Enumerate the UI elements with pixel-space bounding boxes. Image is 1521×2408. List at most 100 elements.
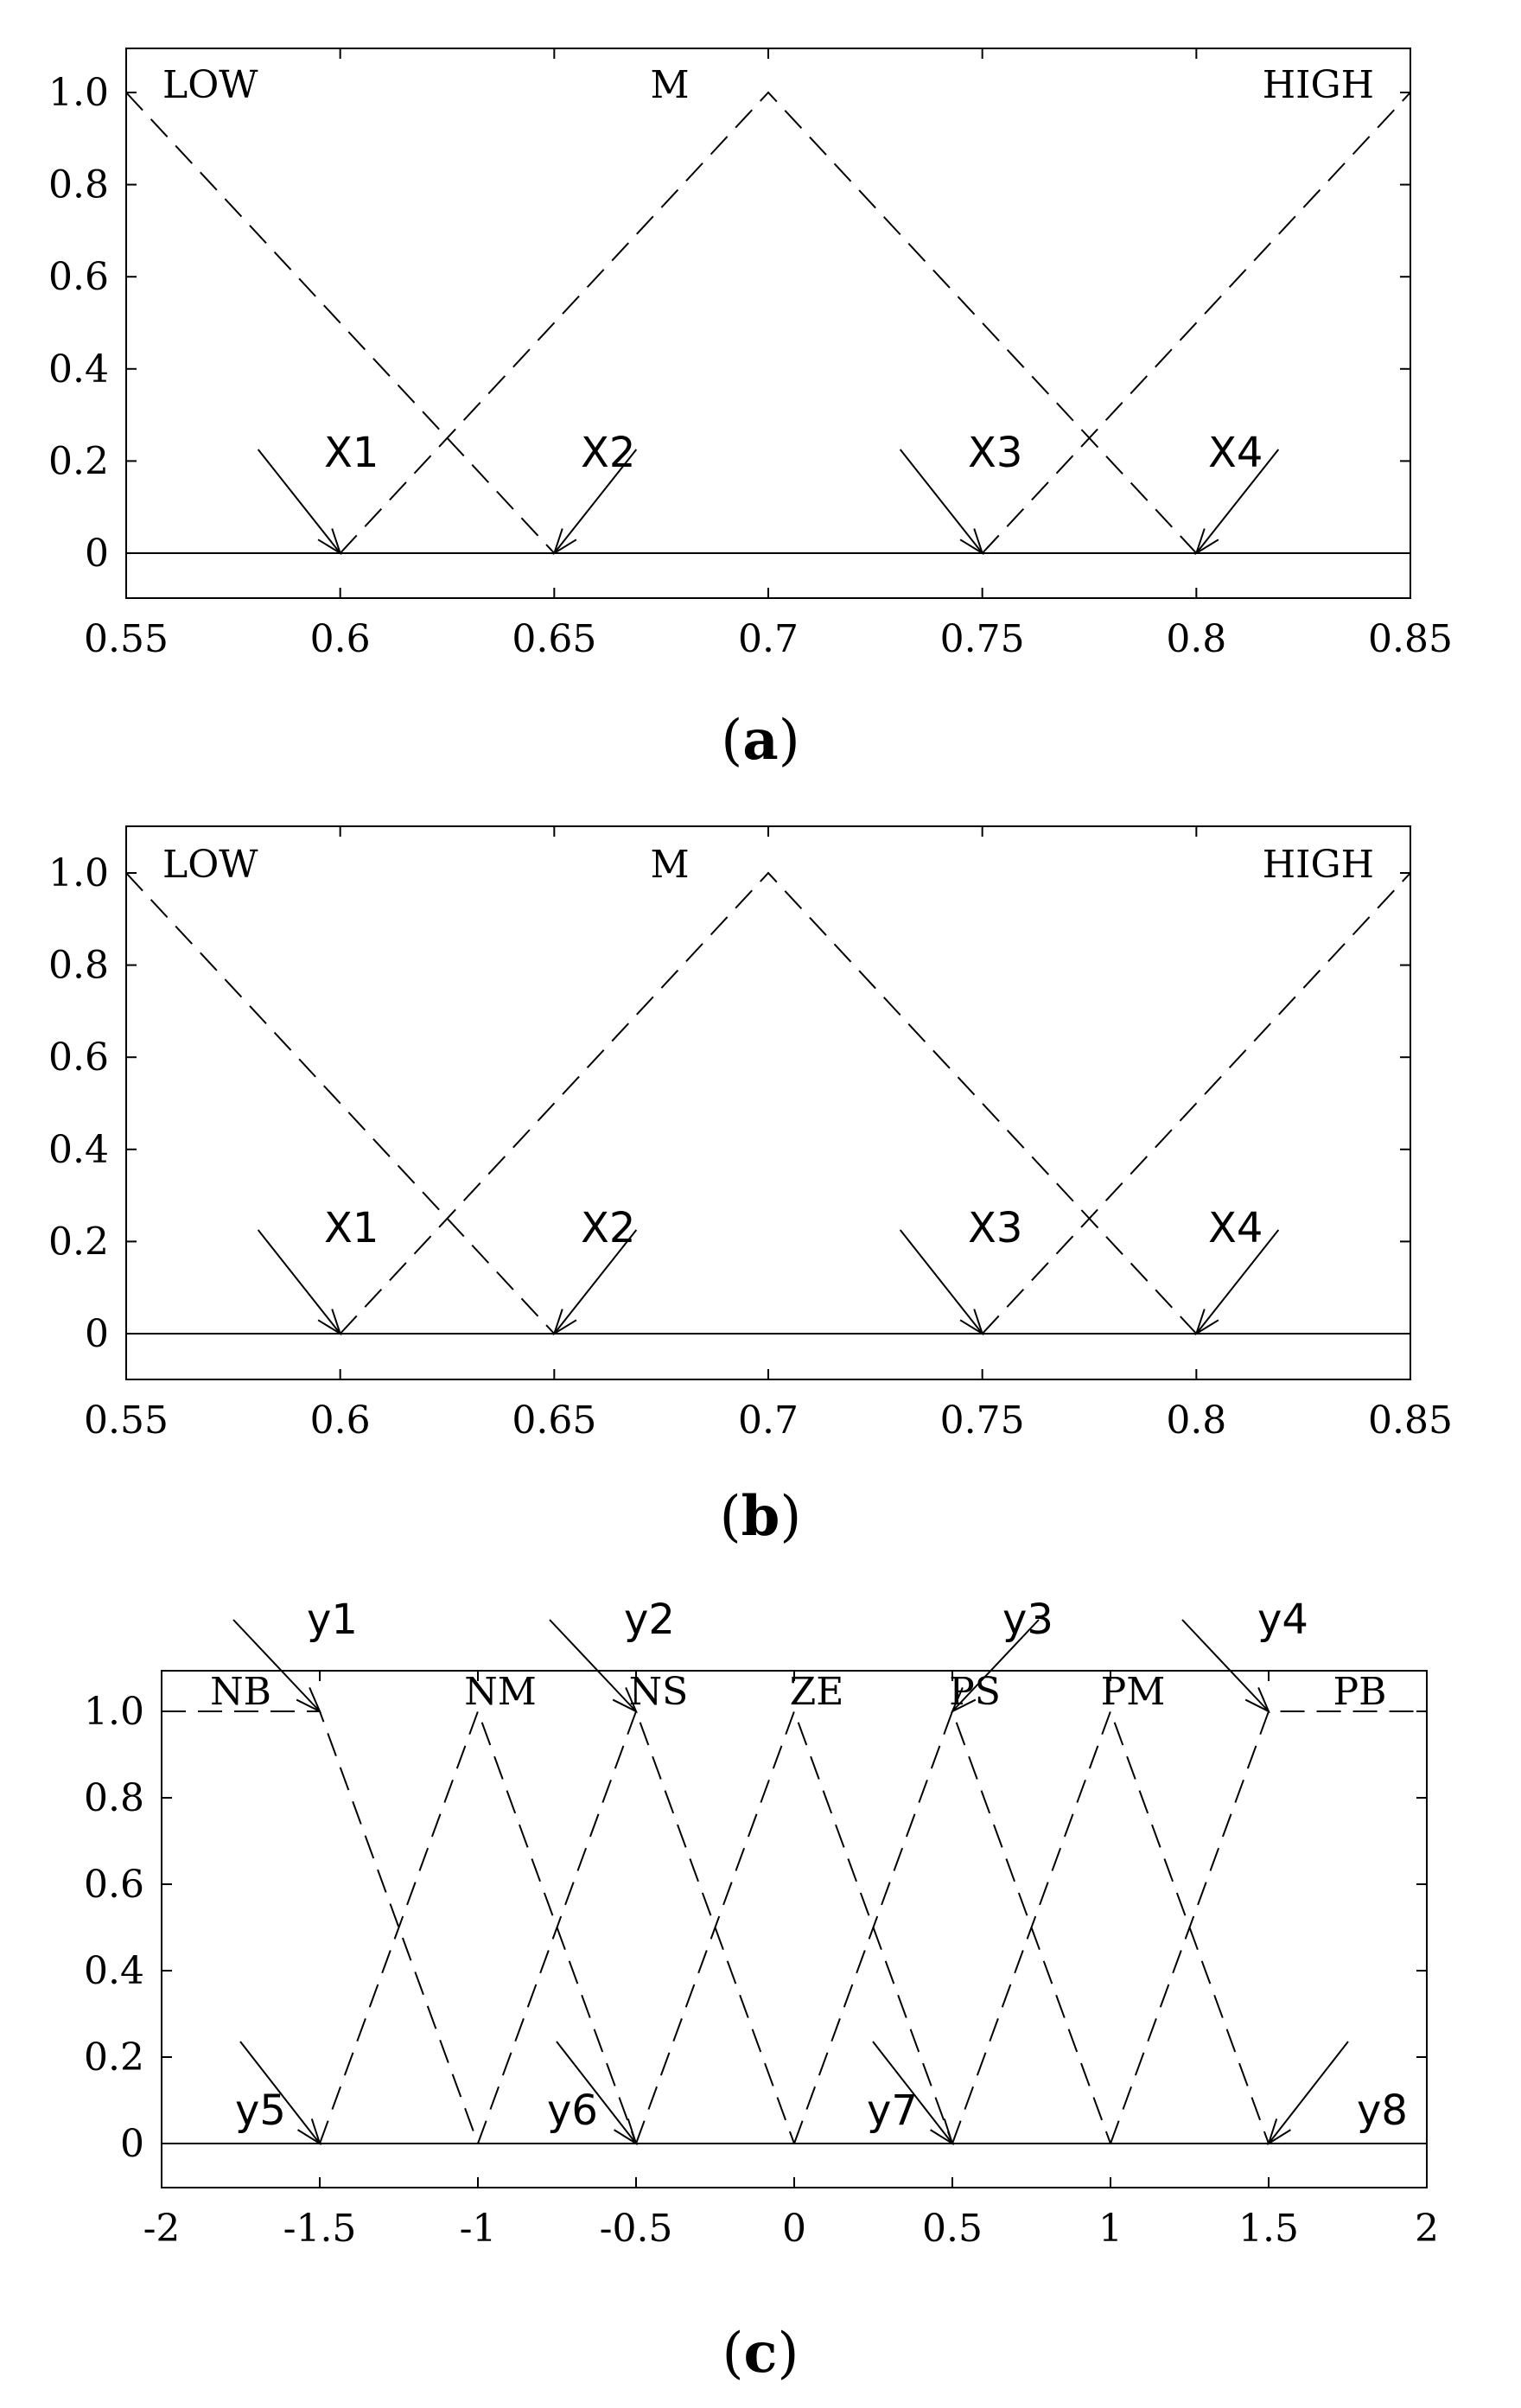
series-line-m	[339, 871, 1198, 1335]
caption-open-paren: (	[720, 1485, 741, 1549]
annotation-arrow-x2	[553, 1229, 638, 1335]
annotation-arrow-x1	[257, 449, 341, 554]
x-tick-label: 0.65	[512, 1398, 596, 1443]
y-tick-label: 0.2	[84, 2035, 144, 2080]
x-tick-label: 0.7	[738, 1398, 799, 1443]
x-tick-label: 0.85	[1368, 617, 1453, 661]
x-tick-label: 0.6	[310, 617, 371, 661]
series-line-pb	[1110, 1710, 1427, 2144]
annotation-label-y4: y4	[1257, 1596, 1308, 1644]
panel-caption: (c)	[722, 2321, 799, 2386]
x-tick-label: 0.6	[310, 1398, 371, 1443]
annotation-arrow-y1	[232, 1619, 321, 1712]
y-tick-label: 1.0	[48, 71, 109, 115]
caption-letter: a	[742, 708, 778, 773]
panel-caption: (a)	[721, 708, 799, 773]
x-tick-label: -1	[460, 2207, 497, 2251]
annotation-label-x1: X1	[324, 1204, 379, 1252]
annotation-arrow-y7-head	[930, 2118, 954, 2146]
series-line-high	[981, 872, 1411, 1335]
series-label-low: LOW	[162, 63, 258, 107]
annotation-label-y8: y8	[1357, 2086, 1408, 2135]
annotation-arrow-y2	[549, 1619, 637, 1712]
plot-frame	[161, 1670, 1428, 2188]
annotation-arrow-y7	[872, 2041, 953, 2144]
annotation-arrow-y5-head	[297, 2118, 321, 2146]
annotation-label-y2: y2	[624, 1596, 675, 1644]
x-tick-label: 0.7	[738, 617, 799, 661]
series-label-ze: ZE	[790, 1670, 844, 1714]
series-label-low: LOW	[162, 843, 258, 887]
x-tick-label: 0.75	[940, 617, 1025, 661]
y-tick-label: 0.6	[84, 1863, 144, 1907]
x-tick-label: 0.8	[1166, 1398, 1226, 1443]
y-tick-label: 0.4	[48, 347, 109, 392]
annotation-arrow-y8	[1268, 2041, 1349, 2144]
annotation-arrow-y4-head	[1244, 1687, 1271, 1714]
y-tick-label: 0.8	[48, 944, 109, 988]
annotation-arrow-x1-head	[317, 528, 342, 556]
x-tick-label: 0.85	[1368, 1398, 1453, 1443]
annotation-arrow-x3	[899, 1229, 983, 1335]
series-label-pb: PB	[1333, 1670, 1387, 1714]
x-tick-label: 1	[1098, 2207, 1123, 2251]
series-line-m	[339, 91, 1198, 554]
caption-letter: c	[744, 2321, 778, 2386]
y-tick-label: 1.0	[84, 1690, 144, 1734]
annotation-arrow-x4	[1195, 1229, 1280, 1335]
series-label-m: M	[650, 843, 689, 887]
y-tick-label: 0	[85, 1312, 109, 1356]
annotation-arrow-x3-head	[959, 528, 984, 556]
y-tick-label: 0	[120, 2122, 144, 2166]
x-tick-label: -1.5	[283, 2207, 357, 2251]
y-tick-label: 1.0	[48, 851, 109, 895]
y-tick-label: 0.8	[84, 1776, 144, 1820]
annotation-arrow-x1	[257, 1229, 341, 1335]
series-line-nb	[162, 1710, 479, 2144]
series-line-pm	[951, 1709, 1270, 2144]
annotation-arrow-x2	[553, 449, 638, 554]
annotation-arrow-y6	[556, 2041, 637, 2144]
x-tick-label: 0.8	[1166, 617, 1226, 661]
panel-caption: (b)	[720, 1484, 802, 1549]
annotation-label-y3: y3	[1002, 1596, 1053, 1644]
annotation-label-y6: y6	[547, 2086, 598, 2135]
series-label-ns: NS	[629, 1670, 689, 1714]
annotation-arrow-y3	[951, 1619, 1040, 1712]
x-tick-label: -0.5	[600, 2207, 673, 2251]
series-line-ns	[477, 1709, 795, 2144]
series-line-ze	[635, 1709, 953, 2144]
plot-frame	[125, 48, 1411, 599]
y-tick-label: 0.4	[84, 1949, 144, 1993]
y-tick-label: 0.4	[48, 1128, 109, 1172]
annotation-arrow-y2-head	[612, 1687, 639, 1714]
series-label-high: HIGH	[1263, 63, 1374, 107]
annotation-arrow-x2-head	[552, 528, 577, 556]
y-tick-label: 0.2	[48, 1220, 109, 1264]
annotation-label-y1: y1	[307, 1596, 358, 1644]
caption-open-paren: (	[722, 2322, 744, 2386]
series-line-high	[981, 92, 1411, 554]
annotation-label-x3: X3	[968, 429, 1022, 477]
y-tick-label: 0.2	[48, 439, 109, 483]
annotation-arrow-x4	[1195, 449, 1280, 554]
x-tick-label: -2	[143, 2207, 181, 2251]
x-tick-label: 0.5	[922, 2207, 983, 2251]
series-label-pm: PM	[1101, 1670, 1166, 1714]
annotation-arrow-y3-head	[950, 1687, 977, 1714]
x-tick-label: 0.65	[512, 617, 596, 661]
annotation-label-y7: y7	[867, 2086, 918, 2135]
x-tick-label: 0.55	[84, 1398, 169, 1443]
series-line-low	[125, 92, 556, 554]
annotation-arrow-y6-head	[614, 2118, 638, 2146]
series-line-nm	[319, 1709, 637, 2144]
annotation-arrow-x4-head	[1194, 1309, 1219, 1336]
annotation-arrow-x2-head	[552, 1309, 577, 1336]
y-tick-label: 0.6	[48, 1035, 109, 1080]
annotation-arrow-y8-head	[1267, 2118, 1291, 2146]
annotation-arrow-x3-head	[959, 1309, 984, 1336]
annotation-arrow-y4	[1181, 1619, 1270, 1712]
caption-letter: b	[741, 1484, 780, 1549]
series-label-high: HIGH	[1263, 843, 1374, 887]
